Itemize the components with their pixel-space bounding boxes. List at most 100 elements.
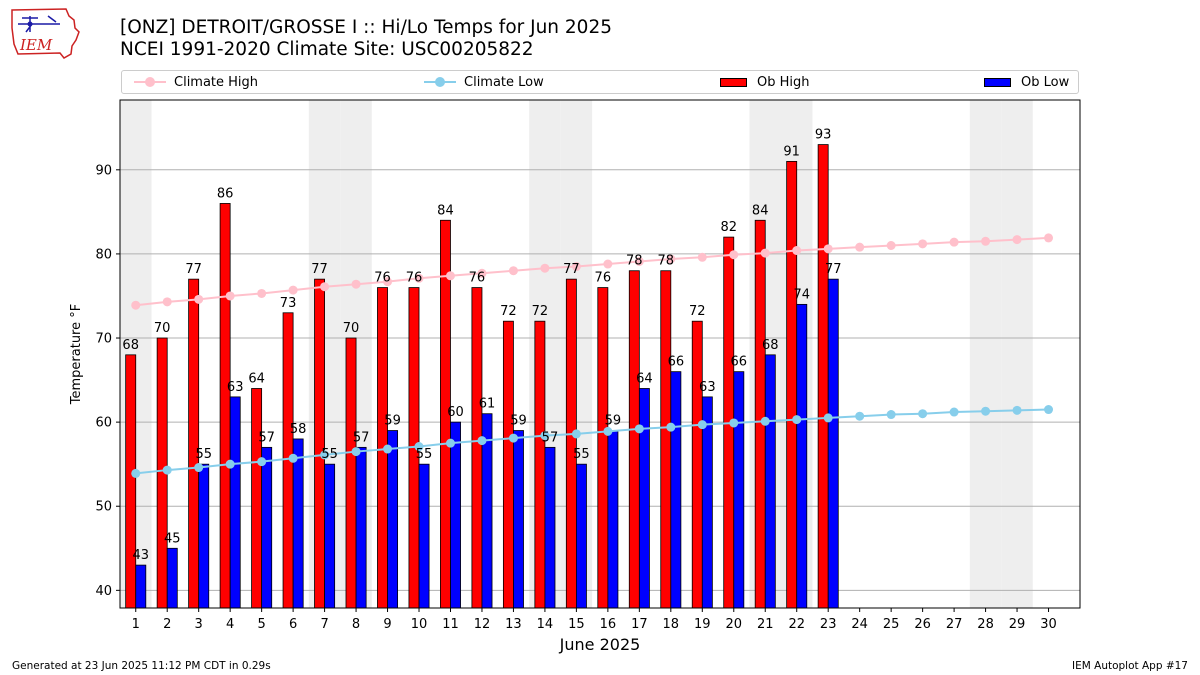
line-climate-high xyxy=(135,236,1049,307)
legend-item-ob-low: Ob Low xyxy=(984,71,1069,93)
label-ob-high: 78 xyxy=(658,254,675,269)
label-ob-low: 68 xyxy=(762,338,779,353)
point-climate-low xyxy=(855,411,865,421)
point-climate-low xyxy=(886,410,896,420)
label-ob-low: 45 xyxy=(164,531,181,546)
point-climate-high xyxy=(288,285,298,295)
bar-ob-low xyxy=(324,463,336,609)
x-tick-label: 20 xyxy=(725,617,742,632)
label-ob-low: 74 xyxy=(793,287,810,302)
label-ob-high: 76 xyxy=(469,271,486,286)
bar-ob-low xyxy=(355,446,367,609)
label-ob-low: 59 xyxy=(510,414,527,429)
label-ob-high: 70 xyxy=(154,321,171,336)
bar-ob-high xyxy=(817,144,829,609)
point-climate-high xyxy=(1044,233,1054,243)
point-climate-low xyxy=(666,422,676,432)
iowa-outline-icon xyxy=(11,8,80,59)
point-climate-low xyxy=(981,406,991,416)
bar-ob-low xyxy=(387,430,399,609)
point-climate-high xyxy=(225,291,235,301)
point-climate-low xyxy=(571,429,581,439)
x-tick-label: 30 xyxy=(1040,617,1057,632)
label-ob-low: 63 xyxy=(699,380,716,395)
x-tick-label: 23 xyxy=(820,617,837,632)
label-ob-low: 58 xyxy=(290,422,307,437)
point-climate-high xyxy=(477,268,487,278)
bar-ob-high xyxy=(565,278,577,609)
weekend-band xyxy=(969,100,1002,608)
label-ob-high: 78 xyxy=(626,254,643,269)
bar-ob-high xyxy=(691,320,703,609)
point-climate-low xyxy=(131,468,141,478)
bar-ob-low xyxy=(166,547,178,609)
point-climate-low xyxy=(1012,405,1022,415)
label-ob-low: 66 xyxy=(668,355,685,370)
bar-ob-low xyxy=(764,354,776,609)
bar-ob-low xyxy=(670,371,682,609)
point-climate-low xyxy=(634,424,644,434)
label-ob-high: 68 xyxy=(122,338,139,353)
legend-swatch-ob-low xyxy=(984,77,1011,87)
label-ob-high: 76 xyxy=(406,271,423,286)
label-ob-high: 72 xyxy=(532,304,549,319)
point-climate-low xyxy=(540,431,550,441)
chart-legend: Climate High Climate Low Ob High Ob Low xyxy=(121,70,1079,94)
label-ob-high: 77 xyxy=(311,262,328,277)
point-climate-low xyxy=(918,409,928,419)
point-climate-low xyxy=(194,463,204,473)
x-tick-label: 2 xyxy=(163,617,171,632)
bar-ob-low xyxy=(513,430,524,609)
label-ob-low: 59 xyxy=(605,414,622,429)
point-climate-low xyxy=(288,453,298,463)
point-climate-low xyxy=(351,447,361,457)
weekend-band xyxy=(1001,100,1033,608)
x-tick-label: 17 xyxy=(631,617,648,632)
point-climate-high xyxy=(320,282,330,292)
legend-swatch-ob-high xyxy=(720,77,747,87)
point-climate-high xyxy=(981,236,991,246)
x-tick-label: 15 xyxy=(568,617,585,632)
x-tick-label: 4 xyxy=(226,617,234,632)
label-ob-high: 91 xyxy=(783,144,800,159)
x-tick-label: 28 xyxy=(977,617,994,632)
generated-timestamp: Generated at 23 Jun 2025 11:12 PM CDT in… xyxy=(12,660,271,672)
legend-item-climate-low: Climate Low xyxy=(424,71,544,93)
label-ob-low: 55 xyxy=(416,447,433,462)
bar-ob-high xyxy=(502,320,514,609)
point-climate-low xyxy=(257,457,267,467)
label-ob-low: 43 xyxy=(133,548,150,563)
point-climate-high xyxy=(508,266,518,276)
x-tick-label: 16 xyxy=(600,617,617,632)
x-tick-label: 12 xyxy=(474,617,491,632)
point-climate-high xyxy=(886,241,896,251)
weekend-bands xyxy=(120,100,1033,608)
bar-ob-high xyxy=(125,354,137,609)
point-climate-high xyxy=(855,242,865,252)
bar-ob-low xyxy=(827,278,839,609)
point-climate-low xyxy=(1044,405,1054,415)
x-axis-label: June 2025 xyxy=(559,635,641,654)
chart-title: [ONZ] DETROIT/GROSSE I :: Hi/Lo Temps fo… xyxy=(120,17,612,38)
x-tick-label: 29 xyxy=(1009,617,1026,632)
label-ob-low: 60 xyxy=(447,405,464,420)
point-climate-high xyxy=(823,244,833,254)
y-tick-label: 90 xyxy=(95,163,112,178)
label-ob-high: 77 xyxy=(563,262,580,277)
point-climate-low xyxy=(477,436,487,446)
label-ob-high: 76 xyxy=(374,271,391,286)
label-ob-low: 59 xyxy=(384,414,401,429)
label-ob-high: 70 xyxy=(343,321,360,336)
label-ob-low: 57 xyxy=(258,430,275,445)
label-ob-high: 82 xyxy=(720,220,737,235)
label-ob-low: 57 xyxy=(542,430,559,445)
label-ob-low: 63 xyxy=(227,380,244,395)
x-tick-label: 5 xyxy=(257,617,265,632)
point-climate-high xyxy=(383,277,393,287)
point-climate-high xyxy=(414,273,424,283)
bar-ob-low xyxy=(450,421,461,609)
point-climate-high xyxy=(131,300,141,310)
point-climate-high xyxy=(760,248,770,258)
legend-label-climate-high: Climate High xyxy=(174,74,259,90)
bars xyxy=(125,144,839,609)
